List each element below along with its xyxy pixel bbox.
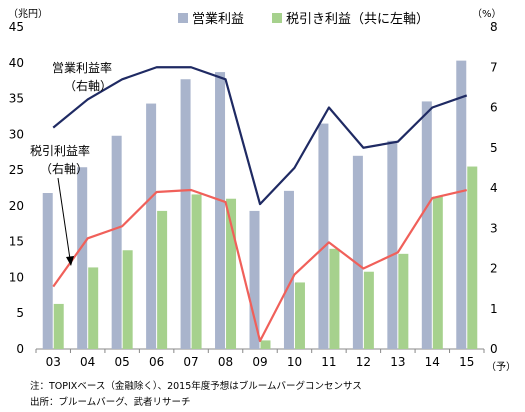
x-tick-label: 13 [390, 355, 405, 369]
left-tick-label: 30 [9, 127, 24, 141]
x-tick-label: 08 [218, 355, 233, 369]
footnote: 注：TOPIXベース（金融除く）、2015年度予想はブルームバーグコンセンサス [30, 381, 362, 392]
bar-net-profit [226, 198, 237, 349]
right-tick-label: 2 [490, 262, 498, 276]
bar-net-profit [157, 210, 168, 349]
bar-net-profit [294, 282, 305, 349]
x-tick-label: 12 [356, 355, 371, 369]
bar-net-profit [432, 196, 443, 349]
legend: 営業利益 税引き利益（共に左軸） [178, 11, 429, 27]
right-tick-label: 8 [490, 20, 498, 34]
left-axis-unit: （兆円） [8, 8, 48, 20]
right-tick-label: 7 [490, 60, 498, 74]
x-axis-ticks: 03 04 05 06 07 08 09 10 11 12 13 14 15 [35, 349, 485, 369]
bar-operating-profit [283, 190, 294, 349]
bar-net-profit [329, 248, 340, 349]
right-tick-label: 3 [490, 221, 498, 235]
x-tick-label: 11 [321, 355, 336, 369]
source-note: 出所：ブルームバーグ、武者リサーチ [30, 397, 191, 408]
x-tick-label: 14 [425, 355, 440, 369]
x-tick-label: 03 [46, 355, 61, 369]
line-net-margin [52, 188, 468, 343]
left-tick-label: 40 [9, 56, 24, 70]
bar-net-profit [467, 166, 478, 349]
left-tick-label: 20 [9, 199, 24, 213]
bar-operating-profit [387, 140, 398, 349]
bar-net-profit [363, 271, 374, 349]
left-tick-label: 25 [9, 163, 24, 177]
bar-net-profit [260, 340, 271, 349]
annotation-net-margin: 税引利益率 （右軸） [30, 143, 90, 266]
bar-operating-profit [111, 135, 122, 349]
annotation-net-margin-line2: （右軸） [40, 161, 88, 176]
x-tick-label: 10 [287, 355, 302, 369]
annotation-net-margin-line1: 税引利益率 [30, 143, 90, 158]
annotation-operating-margin: 営業利益率 （右軸） [52, 60, 112, 93]
bar-operating-profit [318, 123, 329, 349]
bar-operating-profit [77, 167, 88, 349]
x-tick-label: 06 [149, 355, 164, 369]
legend-swatch-net-profit [272, 13, 282, 23]
bar-net-profit [398, 253, 409, 349]
left-tick-label: 45 [9, 20, 24, 34]
right-tick-label: 4 [490, 181, 498, 195]
bar-operating-profit [249, 210, 260, 349]
bar-net-profit [191, 194, 202, 349]
line-series [52, 66, 468, 343]
right-tick-label: 0 [490, 342, 498, 356]
x-tick-label: 05 [115, 355, 130, 369]
bar-operating-profit [352, 155, 363, 349]
x-tick-label: 04 [80, 355, 95, 369]
bar-net-profit [122, 250, 133, 349]
right-axis-unit: （%） [472, 8, 502, 20]
bar-net-profit [88, 267, 99, 349]
x-axis-unit: （予） [486, 361, 516, 373]
left-tick-label: 10 [9, 270, 24, 284]
bar-operating-profit [42, 193, 53, 349]
legend-label-operating-profit: 営業利益 [192, 11, 244, 27]
annotation-net-margin-arrow [57, 177, 71, 260]
x-tick-label: 07 [183, 355, 198, 369]
bar-operating-profit [146, 103, 157, 349]
left-tick-label: 15 [9, 235, 24, 249]
left-tick-label: 0 [16, 342, 24, 356]
annotation-net-margin-arrowhead [66, 256, 74, 266]
bar-operating-profit [421, 101, 432, 349]
x-tick-label: 15 [459, 355, 474, 369]
right-axis-ticks: 0 1 2 3 4 5 6 7 8 [490, 20, 498, 356]
legend-label-net-profit: 税引き利益（共に左軸） [286, 12, 429, 27]
bar-operating-profit [456, 60, 467, 350]
right-tick-label: 6 [490, 101, 498, 115]
x-tick-label: 09 [252, 355, 267, 369]
left-tick-label: 35 [9, 92, 24, 106]
left-axis-ticks: 0 5 10 15 20 25 30 35 40 45 [9, 20, 24, 356]
right-tick-label: 1 [490, 302, 498, 316]
right-tick-label: 5 [490, 141, 498, 155]
bar-net-profit [53, 303, 64, 349]
bar-operating-profit [180, 79, 191, 349]
line-operating-margin [52, 66, 468, 206]
annotation-operating-margin-line1: 営業利益率 [52, 60, 112, 75]
left-tick-label: 5 [16, 306, 24, 320]
bar-series [42, 60, 478, 350]
bar-operating-profit [215, 72, 226, 349]
legend-swatch-operating-profit [178, 13, 188, 23]
annotation-operating-margin-line2: （右軸） [64, 78, 112, 93]
